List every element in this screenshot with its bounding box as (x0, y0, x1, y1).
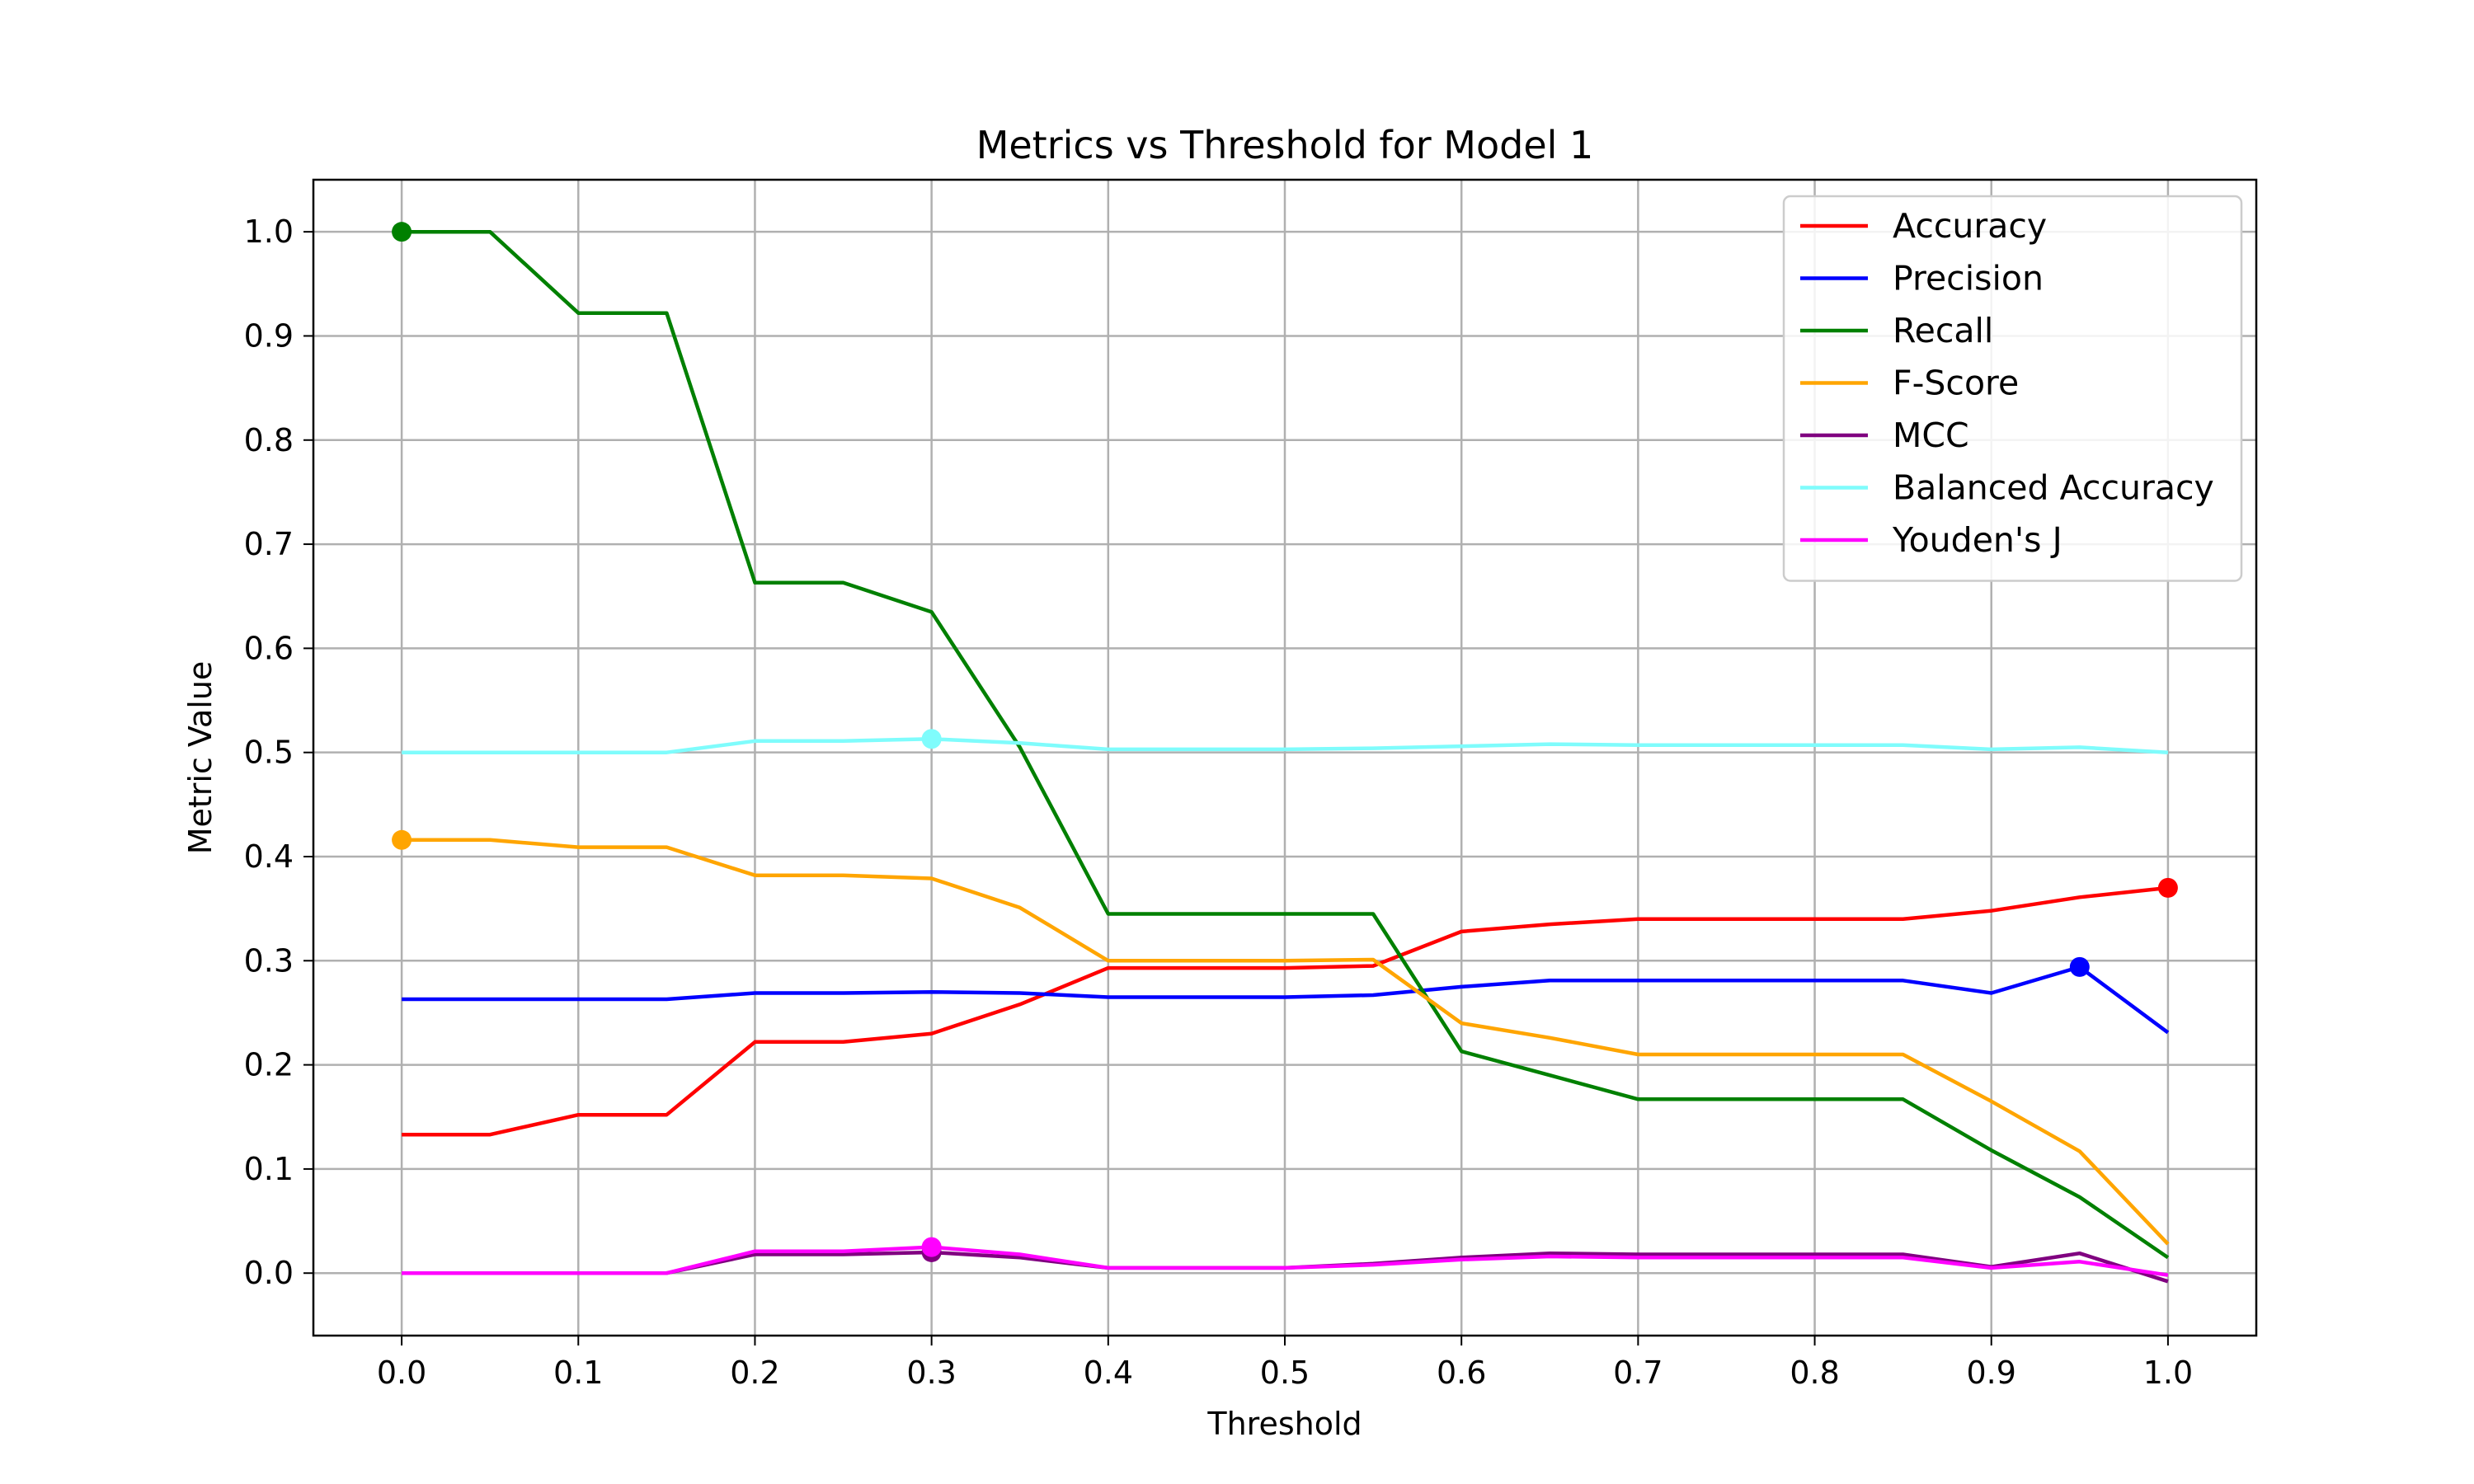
legend: Accuracy Precision Recall F-Score MCC Balance… (1782, 195, 2243, 582)
y-tick-label: 0.9 (244, 317, 294, 354)
legend-box (1782, 195, 2243, 582)
y-axis-label: Metric Value (182, 661, 219, 855)
y-tick-label: 1.0 (244, 214, 294, 250)
x-tick-label: 0.7 (1613, 1355, 1663, 1391)
x-tick-label: 0.0 (377, 1355, 426, 1391)
marker-f-score (392, 829, 412, 850)
marker-balanced-accuracy (921, 729, 942, 749)
series-line-balanced-accuracy (402, 737, 2169, 754)
legend-label: Precision (1893, 259, 2044, 298)
chart-title: Metrics vs Threshold for Model 1 (976, 123, 1594, 167)
series-line-f-score (402, 838, 2170, 1246)
marker-recall (392, 222, 412, 242)
y-tick-label: 0.7 (244, 526, 294, 562)
y-tick-label: 0.1 (244, 1151, 294, 1187)
x-tick-label: 0.9 (1967, 1355, 2016, 1391)
x-tick-label: 1.0 (2143, 1355, 2193, 1391)
best-value-markers (392, 222, 2178, 1262)
x-tick-label: 0.1 (553, 1355, 603, 1391)
legend-label: MCC (1893, 416, 1969, 455)
y-tick-label: 0.5 (244, 735, 294, 771)
series-lines (402, 229, 2170, 1284)
x-tick-label: 0.6 (1437, 1355, 1486, 1391)
legend-label: F-Score (1893, 364, 2019, 403)
y-tick-label: 0.4 (244, 838, 294, 875)
marker-accuracy (2157, 877, 2178, 898)
x-tick-label: 0.8 (1790, 1355, 1839, 1391)
x-axis-label: Threshold (1206, 1406, 1362, 1442)
y-tick-label: 0.6 (244, 630, 294, 666)
series-line-youden-s-j (402, 1245, 2169, 1277)
y-tick-label: 0.2 (244, 1047, 294, 1083)
legend-label: Recall (1893, 311, 1993, 350)
legend-label: Accuracy (1893, 206, 2047, 246)
marker-youden-s-j (921, 1237, 942, 1257)
legend-label: Balanced Accuracy (1893, 468, 2214, 508)
marker-precision (2069, 956, 2090, 977)
axis-ticks: 0.0 0.1 0.2 0.3 0.4 0.5 0.6 0.7 0.8 0.9 1.0 0.0 0.1 0… (244, 214, 2194, 1391)
x-tick-label: 0.2 (730, 1355, 779, 1391)
legend-label: Youden's J (1892, 520, 2062, 560)
series-line-recall (402, 229, 2170, 1260)
series-line-precision (402, 965, 2170, 1035)
y-tick-label: 0.0 (244, 1255, 294, 1291)
y-tick-label: 0.3 (244, 942, 294, 979)
x-tick-label: 0.3 (906, 1355, 956, 1391)
series-line-accuracy (402, 885, 2169, 1137)
x-tick-label: 0.4 (1084, 1355, 1133, 1391)
y-tick-label: 0.8 (244, 422, 294, 458)
x-tick-label: 0.5 (1260, 1355, 1310, 1391)
